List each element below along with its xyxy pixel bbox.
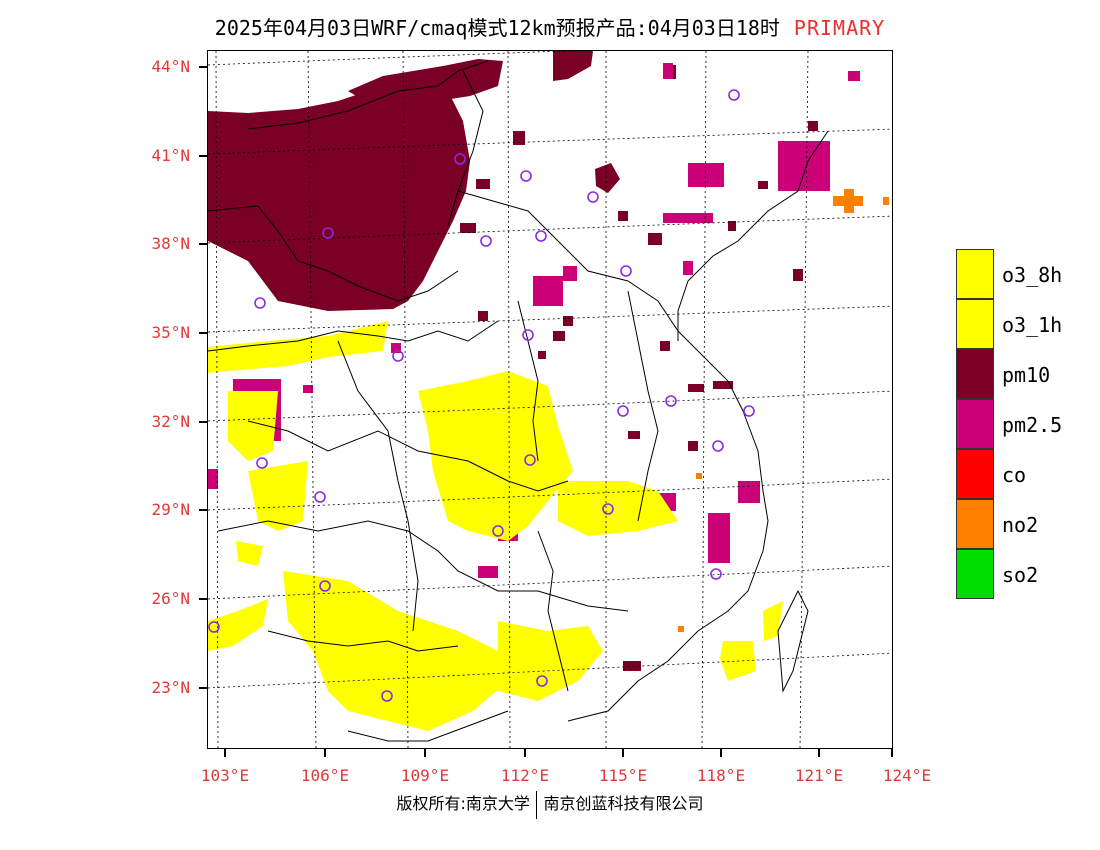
legend-label: pm10 [1002, 363, 1051, 387]
lon-label-109: 109°E [400, 766, 450, 785]
lat-tick [199, 421, 207, 423]
pm10-region-hebei [595, 163, 620, 193]
legend-label: no2 [1002, 513, 1039, 537]
legend-swatch [956, 349, 994, 399]
lon-tick [720, 749, 722, 757]
lat-label-41: 41°N [151, 146, 190, 165]
footer-right: 南京创蓝科技有限公司 [543, 794, 704, 813]
lon-label-115: 115°E [598, 766, 648, 785]
legend-label: o3_8h [1002, 263, 1063, 287]
title-tag-primary: PRIMARY [793, 16, 886, 40]
lon-label-112: 112°E [500, 766, 550, 785]
lon-label-118: 118°E [696, 766, 746, 785]
legend-label: o3_1h [1002, 313, 1063, 337]
lon-label-121: 121°E [794, 766, 844, 785]
footer-separator [535, 790, 538, 819]
lon-label-103: 103°E [200, 766, 250, 785]
map-frame [207, 50, 893, 749]
pm10-region-northwest [208, 81, 470, 311]
lat-tick [199, 687, 207, 689]
lon-tick [622, 749, 624, 757]
lat-label-32: 32°N [151, 412, 190, 431]
legend-label: pm2.5 [1002, 413, 1063, 437]
lon-tick [524, 749, 526, 757]
lat-tick [199, 155, 207, 157]
pm10-region-north [348, 59, 503, 109]
lat-tick [199, 332, 207, 334]
lon-tick [891, 749, 893, 757]
lat-tick [199, 598, 207, 600]
lon-tick [424, 749, 426, 757]
legend-swatch [956, 449, 994, 499]
lon-label-124: 124°E [882, 766, 932, 785]
lat-label-23: 23°N [151, 678, 190, 697]
lat-tick [199, 509, 207, 511]
legend-swatch [956, 499, 994, 549]
pm10-region-top [553, 51, 593, 81]
legend-swatch [956, 399, 994, 449]
lon-tick [324, 749, 326, 757]
map-title: 2025年04月03日WRF/cmaq模式12km预报产品:04月03日18时 P… [0, 12, 1100, 41]
lon-tick [224, 749, 226, 757]
footer-left: 版权所有:南京大学 [396, 794, 530, 813]
legend-swatch [956, 299, 994, 349]
lat-label-44: 44°N [151, 57, 190, 76]
forecast-map [208, 51, 892, 748]
lat-label-29: 29°N [151, 500, 190, 519]
station-markers [208, 89, 755, 702]
legend-label: co [1002, 463, 1027, 487]
legend-swatch [956, 249, 994, 299]
boundaries [208, 60, 829, 742]
lon-label-106: 106°E [300, 766, 350, 785]
lat-label-35: 35°N [151, 323, 190, 342]
copyright-footer: 版权所有:南京大学 南京创蓝科技有限公司 [0, 790, 1100, 819]
legend-label: so2 [1002, 563, 1039, 587]
graticule [208, 51, 892, 748]
lon-tick [818, 749, 820, 757]
title-main: 2025年04月03日WRF/cmaq模式12km预报产品:04月03日18时 [214, 16, 780, 40]
lat-tick [199, 66, 207, 68]
lat-label-26: 26°N [151, 589, 190, 608]
legend-swatch [956, 549, 994, 599]
lat-label-38: 38°N [151, 234, 190, 253]
lat-tick [199, 243, 207, 245]
no2-co-points [678, 189, 889, 632]
